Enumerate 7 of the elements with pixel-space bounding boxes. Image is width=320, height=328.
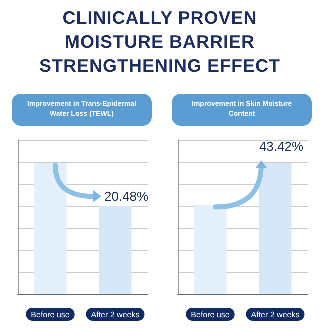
x-tick-label: Before use [191,310,230,320]
annotation: 20.48% [104,189,150,204]
x-tick-label: After 2 weeks [91,310,140,320]
chart-title: CLINICALLY PROVEN MOISTURE BARRIER STRENGTHENING EFFECT [38,7,282,78]
text: 43.42% [259,138,304,154]
x-tick-label: Before use [31,310,70,320]
x-tick-label: After 2 weeks [251,310,300,320]
